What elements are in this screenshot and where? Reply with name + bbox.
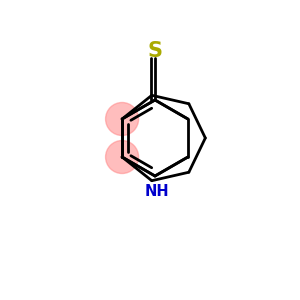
Text: NH: NH <box>145 184 169 200</box>
Text: S: S <box>148 41 163 61</box>
Circle shape <box>106 103 139 136</box>
Circle shape <box>106 140 139 173</box>
